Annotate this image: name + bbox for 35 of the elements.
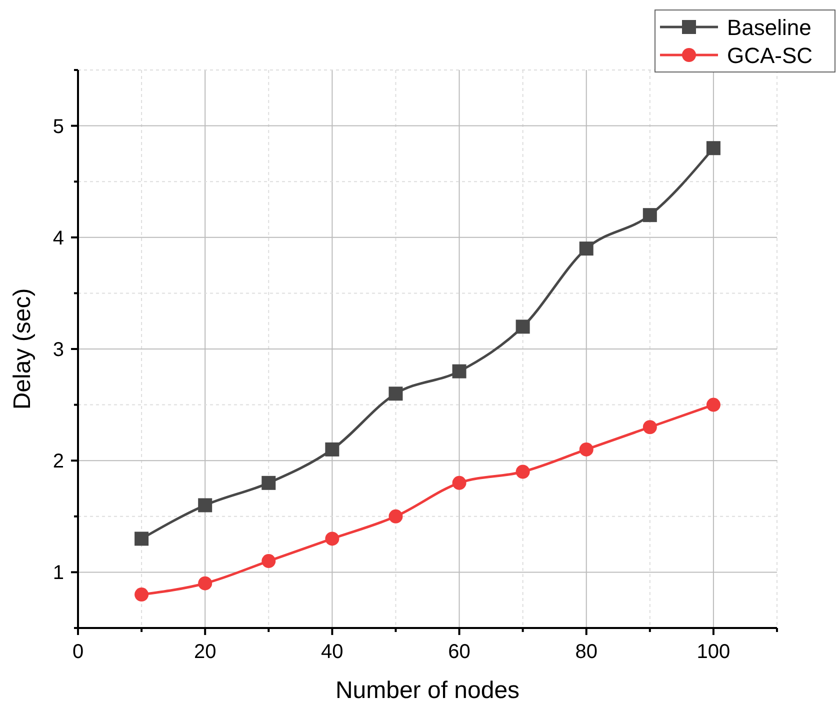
point [198,576,212,590]
y-tick-label: 4 [52,227,64,250]
point [516,320,530,334]
legend-label: Baseline [727,15,812,40]
point [516,464,530,479]
y-tick-label: 2 [52,450,64,473]
point [706,141,720,156]
y-axis-title: Delay (sec) [9,288,36,410]
x-tick-label: 100 [696,641,730,663]
y-tick-label: 3 [52,339,64,361]
point [642,208,657,222]
point [388,386,403,401]
x-tick-label: 0 [72,641,84,663]
x-axis-title: Number of nodes [335,677,520,704]
y-tick-label: 5 [52,116,64,138]
point [325,532,340,546]
legend-label: GCA-SC [727,43,813,68]
point [579,242,594,256]
point [262,476,276,490]
point [262,554,276,568]
point [134,588,149,602]
point [642,420,657,434]
point [579,442,594,456]
point [325,442,340,456]
point [452,476,466,490]
x-tick-label: 60 [448,641,470,663]
point [452,364,466,378]
x-tick-label: 20 [194,641,216,663]
point [706,398,720,412]
point [134,532,149,546]
point [388,509,403,524]
x-tick-label: 80 [575,641,598,663]
point [198,498,212,512]
y-tick-label: 1 [52,562,64,584]
x-tick-label: 40 [321,641,344,663]
